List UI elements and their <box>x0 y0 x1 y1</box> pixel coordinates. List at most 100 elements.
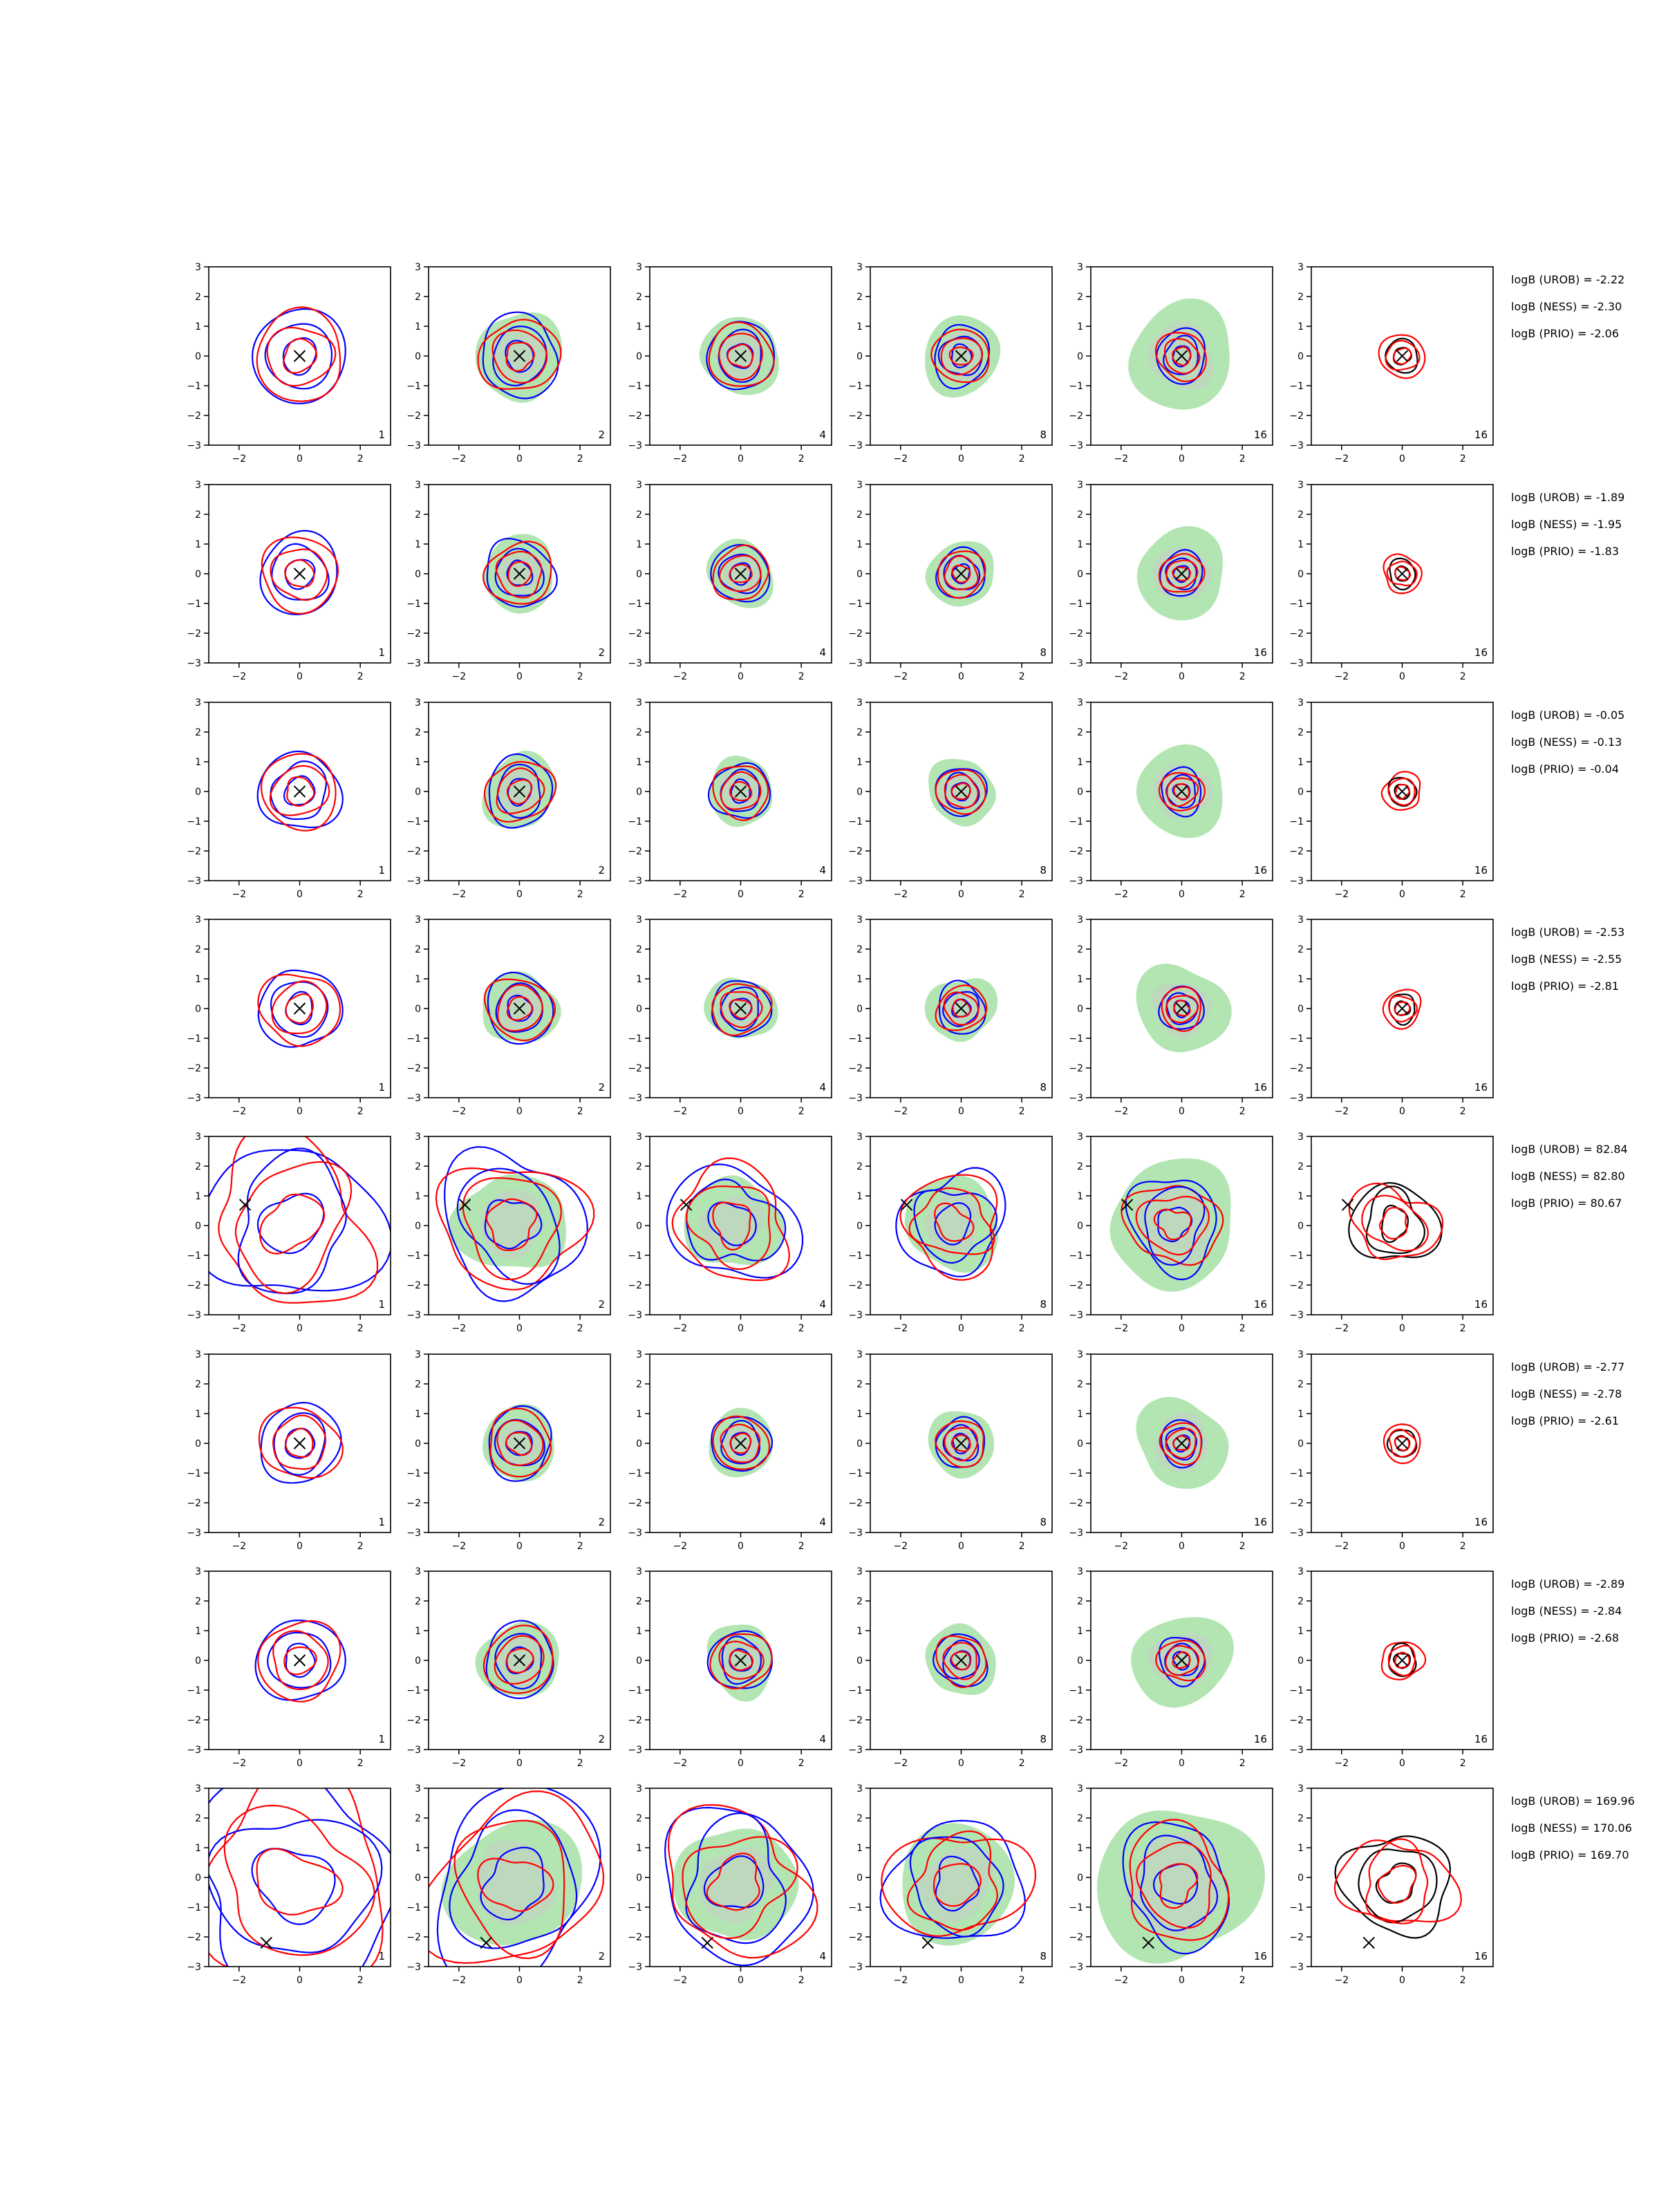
mode-marker <box>955 785 968 798</box>
y-tick-label: 0 <box>415 787 421 798</box>
logb-stat: logB (NESS) = -1.95 <box>1511 518 1622 531</box>
panel-step-label: 16 <box>1254 864 1267 877</box>
y-tick-label: 2 <box>856 1161 863 1172</box>
panel-step-label: 1 <box>378 1733 385 1745</box>
blue-contour <box>237 1147 347 1295</box>
plot-area <box>706 1624 774 1702</box>
y-tick-label: −2 <box>187 628 201 639</box>
y-tick-label: 3 <box>415 480 421 491</box>
y-tick-label: 0 <box>195 787 201 798</box>
red-contour <box>729 563 753 583</box>
y-tick-label: −2 <box>406 846 421 857</box>
red-contour <box>1172 566 1191 581</box>
y-tick-label: 2 <box>636 1596 642 1607</box>
red-contour <box>712 765 769 821</box>
y-tick-label: −1 <box>848 1033 863 1044</box>
y-tick-label: −2 <box>628 846 642 857</box>
mode-marker <box>955 350 968 362</box>
mode-marker <box>1142 1936 1154 1949</box>
blue-contour <box>495 982 543 1033</box>
y-tick-label: 0 <box>415 1221 421 1232</box>
panel-r7-c6: −2 0 2 3 2 1 0 −1 −2 −3 16 <box>1289 1566 1494 1769</box>
blue-contour <box>937 335 983 376</box>
mode-marker <box>1175 1654 1188 1667</box>
panel-r4-c4: −2 0 2 3 2 1 0 −1 −2 −3 8 <box>848 915 1053 1117</box>
panel-r1-c5: −2 0 2 3 2 1 0 −1 −2 −3 16 <box>1069 262 1273 465</box>
red-contour <box>1129 1819 1230 1941</box>
y-tick-label: −2 <box>406 1063 421 1074</box>
mode-marker <box>955 1437 968 1450</box>
y-tick-label: −1 <box>628 1902 642 1913</box>
x-tick-label: −2 <box>894 671 908 682</box>
y-tick-label: 0 <box>195 1873 201 1884</box>
y-tick-label: −3 <box>1289 1093 1304 1104</box>
blue-contour <box>710 543 771 603</box>
y-tick-label: 1 <box>1077 539 1083 550</box>
y-tick-label: −1 <box>628 816 642 827</box>
y-tick-label: 1 <box>636 1409 642 1420</box>
mode-marker <box>293 350 306 362</box>
y-tick-label: −3 <box>1289 1310 1304 1321</box>
red-contour <box>260 753 337 832</box>
logb-stat: logB (PRIO) = -2.68 <box>1511 1631 1619 1644</box>
x-tick-label: −2 <box>1114 1975 1129 1986</box>
panel-r1-c6: −2 0 2 3 2 1 0 −1 −2 −3 16 <box>1289 262 1494 465</box>
x-tick-label: −2 <box>673 1541 688 1552</box>
logb-stat: logB (UROB) = -2.77 <box>1511 1360 1624 1374</box>
y-tick-label: −1 <box>628 1685 642 1696</box>
y-tick-label: −3 <box>406 876 421 887</box>
red-contour <box>496 1419 544 1466</box>
y-tick-label: −2 <box>187 1280 201 1291</box>
panel-step-label: 16 <box>1474 1516 1488 1528</box>
x-tick-label: −2 <box>452 1323 467 1334</box>
panel-r1-c2: −2 0 2 3 2 1 0 −1 −2 −3 2 <box>406 262 611 465</box>
grey-density-region <box>917 1847 994 1922</box>
panel-step-label: 1 <box>378 1950 385 1962</box>
panel-step-label: 8 <box>1040 864 1047 877</box>
plot-area <box>258 1401 344 1484</box>
y-tick-label: −2 <box>1069 846 1083 857</box>
red-contour <box>711 983 773 1036</box>
y-tick-label: −3 <box>848 1745 863 1756</box>
red-contour <box>1382 553 1423 594</box>
x-tick-label: 0 <box>516 1541 523 1552</box>
y-tick-label: 1 <box>195 757 201 768</box>
y-tick-label: 2 <box>415 1813 421 1824</box>
logb-stat: logB (PRIO) = -0.04 <box>1511 762 1619 776</box>
y-tick-label: −2 <box>406 1280 421 1291</box>
y-tick-label: 2 <box>856 1596 863 1607</box>
x-tick-label: 0 <box>516 1106 523 1117</box>
y-tick-label: −2 <box>1069 1280 1083 1291</box>
y-tick-label: 1 <box>636 1191 642 1202</box>
y-tick-label: −3 <box>628 440 642 451</box>
panel-r2-c3: −2 0 2 3 2 1 0 −1 −2 −3 4 <box>628 480 832 682</box>
plot-area <box>475 1620 559 1700</box>
red-contour <box>1394 1436 1410 1452</box>
red-contour <box>1158 552 1206 593</box>
mode-marker <box>260 1936 272 1949</box>
panel-step-label: 16 <box>1254 1298 1267 1311</box>
y-tick-label: 1 <box>1297 757 1304 768</box>
x-tick-label: 2 <box>1460 453 1466 465</box>
y-tick-label: −2 <box>848 846 863 857</box>
x-tick-label: 0 <box>516 671 523 682</box>
red-contour <box>284 559 315 588</box>
red-contour <box>283 1646 317 1676</box>
panel-r7-c4: −2 0 2 3 2 1 0 −1 −2 −3 8 <box>848 1566 1053 1769</box>
logb-stat: logB (UROB) = -0.05 <box>1511 709 1624 722</box>
red-contour <box>727 344 753 368</box>
mode-marker <box>1396 1002 1409 1015</box>
y-tick-label: −2 <box>406 1932 421 1943</box>
y-tick-label: 2 <box>856 509 863 521</box>
red-contour <box>1165 995 1199 1024</box>
blue-contour <box>506 559 534 586</box>
plot-area <box>435 1145 595 1302</box>
logb-stat: logB (NESS) = -2.78 <box>1511 1387 1622 1400</box>
x-tick-label: 2 <box>577 1975 583 1986</box>
red-contour <box>1348 1182 1444 1260</box>
y-tick-label: −3 <box>1289 1962 1304 1973</box>
red-contour <box>1154 332 1207 382</box>
x-tick-label: −2 <box>894 1758 908 1769</box>
x-tick-label: −2 <box>452 889 467 900</box>
blue-contour <box>486 538 558 608</box>
